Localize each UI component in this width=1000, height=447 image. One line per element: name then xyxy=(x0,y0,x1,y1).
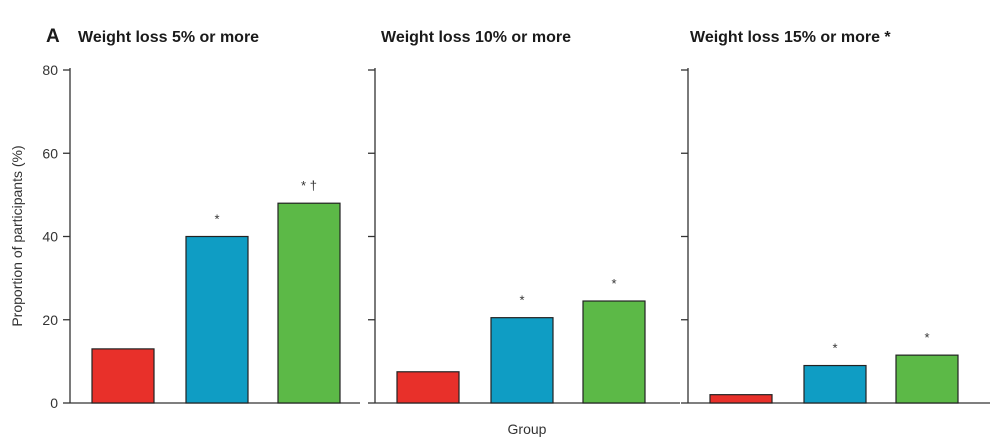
y-tick-label: 20 xyxy=(42,312,58,328)
bar-annotation: * xyxy=(924,330,929,345)
bar xyxy=(803,364,867,404)
panel-letter: A xyxy=(46,26,60,47)
bar xyxy=(396,371,460,404)
bar xyxy=(490,317,554,404)
panel-3: Weight loss 15% or more * * * xyxy=(681,29,990,404)
bar xyxy=(709,394,773,404)
bar xyxy=(277,202,341,404)
bar xyxy=(91,348,155,404)
panel-title: Weight loss 15% or more * xyxy=(690,29,891,46)
bar-annotation: * xyxy=(519,293,524,308)
y-axis-label: Proportion of participants (%) xyxy=(9,145,25,326)
bar-annotation: * xyxy=(832,341,837,356)
panel-2: Weight loss 10% or more * * xyxy=(368,29,680,404)
y-tick-label: 60 xyxy=(42,145,58,161)
bar xyxy=(582,300,646,404)
bar-annotation: * xyxy=(611,276,616,291)
bar-annotation: * xyxy=(214,212,219,227)
y-tick-label: 0 xyxy=(50,395,58,411)
panel-title: Weight loss 5% or more xyxy=(78,29,259,46)
panel-1: Weight loss 5% or more 0 20 40 60 80 * * † xyxy=(42,29,360,411)
x-axis-label: Group xyxy=(508,421,547,437)
panel-title: Weight loss 10% or more xyxy=(381,29,571,46)
bar-annotation: * † xyxy=(301,178,317,193)
bar xyxy=(895,354,959,404)
y-tick-label: 80 xyxy=(42,62,58,78)
y-tick-label: 40 xyxy=(42,229,58,245)
bar xyxy=(185,235,249,404)
